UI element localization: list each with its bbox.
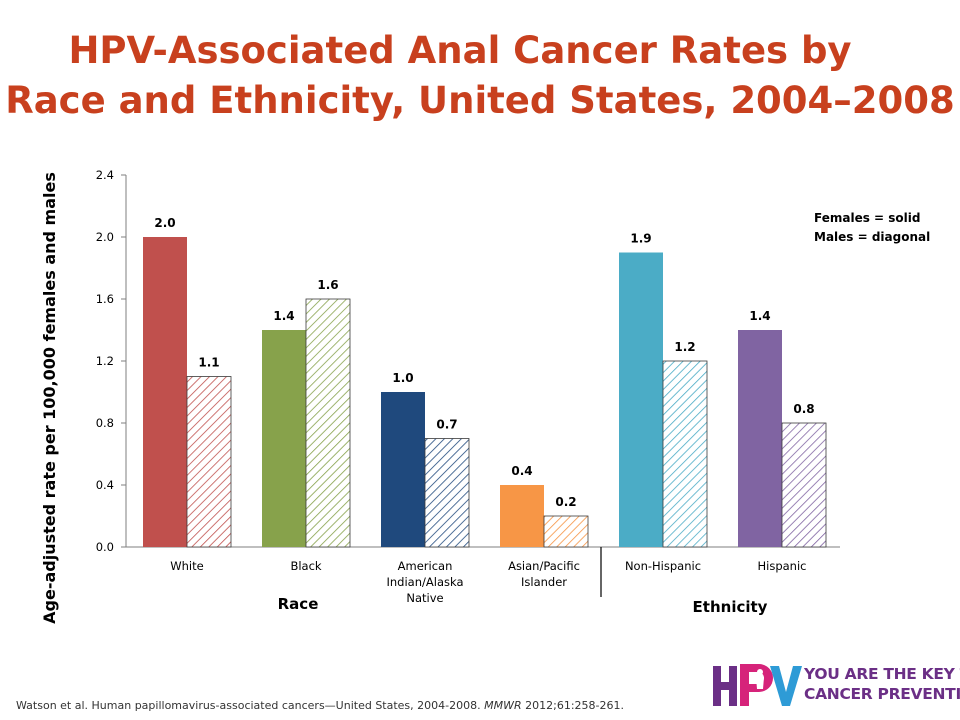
citation-rest: 2012;61:258-261.: [521, 699, 624, 712]
bar-females: [500, 485, 544, 547]
data-label: 1.0: [392, 371, 413, 385]
logo-tagline-line1: YOU ARE THE KEY TO: [804, 665, 960, 683]
category-label: White: [170, 559, 203, 573]
y-tick-label: 0.4: [96, 478, 114, 492]
hpv-logo-text: YOU ARE THE KEY TO CANCER PREVENTION: [804, 664, 960, 704]
logo-tagline-line2: CANCER PREVENTION: [804, 685, 960, 703]
data-label: 0.4: [511, 464, 532, 478]
citation-journal: MMWR: [484, 699, 522, 712]
data-label: 2.0: [154, 216, 175, 230]
hpv-logo-icon: [713, 664, 802, 706]
bar-males: [662, 360, 708, 548]
hpv-logo: YOU ARE THE KEY TO CANCER PREVENTION: [712, 660, 960, 710]
bar-males: [781, 422, 827, 548]
y-tick-label: 0.8: [96, 416, 114, 430]
data-label: 1.9: [630, 232, 651, 246]
data-label: 1.6: [317, 278, 338, 292]
y-tick-label: 2.0: [96, 230, 114, 244]
data-label: 0.7: [436, 418, 457, 432]
bar-males: [186, 376, 232, 548]
category-label: Non-Hispanic: [625, 559, 701, 573]
bar-males: [424, 438, 470, 548]
chart-title-line2: Race and Ethnicity, United States, 2004–…: [5, 79, 955, 122]
y-tick-label: 2.4: [96, 168, 114, 182]
citation: Watson et al. Human papillomavirus-assoc…: [16, 699, 624, 712]
data-label: 0.8: [793, 402, 814, 416]
data-label: 1.2: [674, 340, 695, 354]
category-label: Indian/Alaska: [387, 575, 464, 589]
data-label: 1.4: [273, 309, 294, 323]
chart-title: HPV-Associated Anal Cancer Rates by Race…: [0, 26, 960, 126]
category-label: American: [398, 559, 453, 573]
bar-females: [738, 330, 782, 547]
bar-females: [381, 392, 425, 547]
citation-text: Watson et al. Human papillomavirus-assoc…: [16, 699, 485, 712]
legend-males: Males = diagonal: [814, 230, 930, 244]
chart-title-line1: HPV-Associated Anal Cancer Rates by: [68, 29, 852, 72]
y-axis-label: Age-adjusted rate per 100,000 females an…: [40, 172, 59, 624]
y-tick-label: 1.2: [96, 354, 114, 368]
category-label: Asian/Pacific: [508, 559, 580, 573]
y-tick-label: 0.0: [96, 540, 114, 554]
bar-males: [543, 515, 589, 548]
data-label: 1.4: [749, 309, 770, 323]
bar-females: [262, 330, 306, 547]
data-label: 1.1: [198, 356, 219, 370]
data-label: 0.2: [555, 495, 576, 509]
category-label: Hispanic: [758, 559, 807, 573]
group-label-race: Race: [278, 595, 319, 613]
bar-females: [619, 252, 663, 547]
category-label: Islander: [521, 575, 567, 589]
category-label: Native: [406, 591, 443, 605]
legend-females: Females = solid: [814, 211, 920, 225]
bar-females: [143, 237, 187, 547]
bar-chart: 0.0 0.4 0.8 1.2 1.6 2.0 2.4 Age-adjusted rate p…: [40, 168, 930, 624]
bar-males: [305, 298, 351, 548]
y-tick-label: 1.6: [96, 292, 114, 306]
group-label-ethnicity: Ethnicity: [693, 598, 768, 616]
category-label: Black: [290, 559, 321, 573]
